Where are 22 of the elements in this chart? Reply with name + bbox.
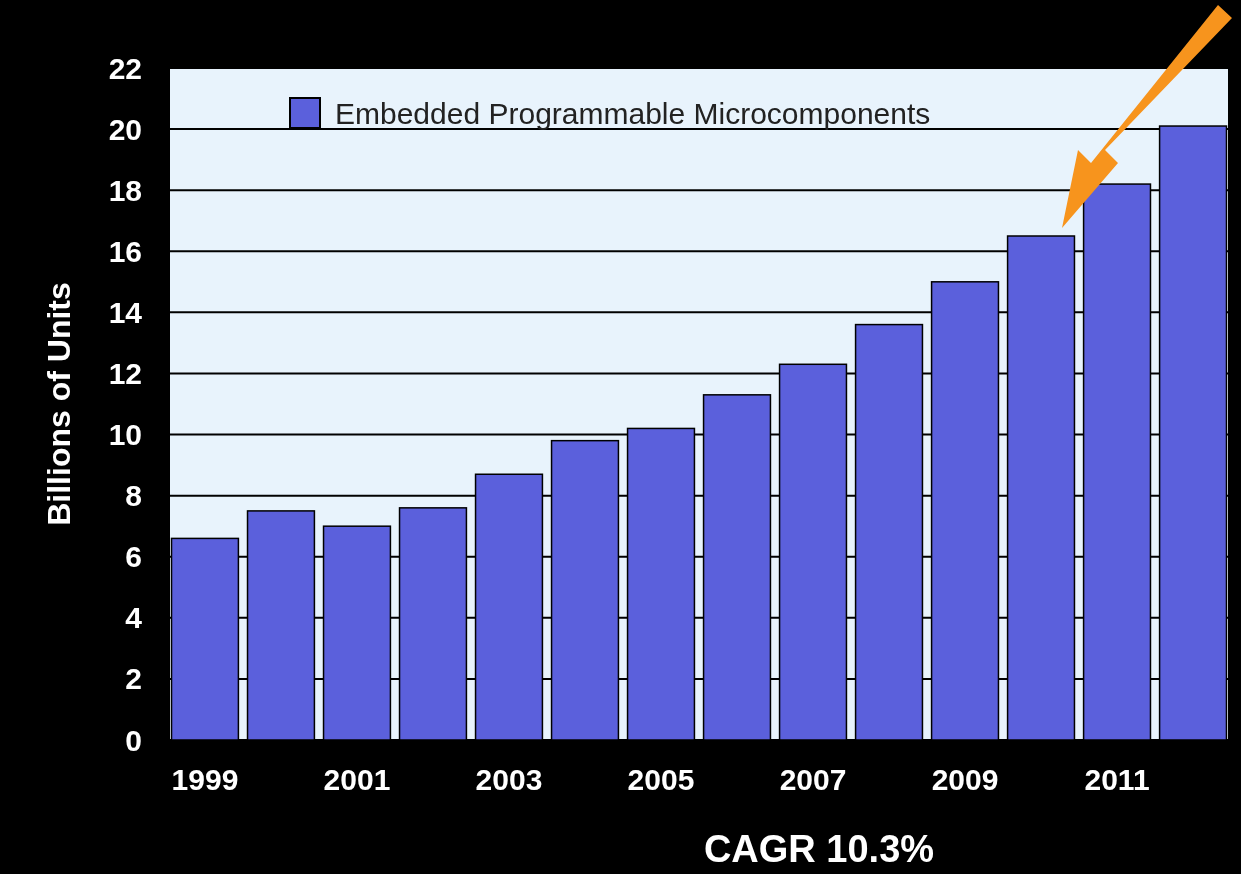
y-tick-label: 18 — [108, 173, 142, 207]
y-tick-label: 14 — [108, 295, 143, 329]
x-axis-title: CAGR 10.3% — [703, 828, 935, 870]
x-tick-label: 2011 — [1084, 763, 1150, 796]
y-tick-label: 6 — [125, 540, 142, 574]
y-tick-label: 16 — [108, 234, 142, 268]
y-tick-label: 12 — [108, 356, 142, 390]
x-tick-label: 2007 — [779, 763, 847, 796]
legend-label: Embedded Programmable Microcomponents — [335, 96, 931, 130]
y-tick-label: 20 — [108, 112, 142, 146]
x-tick-label: 2003 — [475, 763, 543, 796]
x-tick-label: 2001 — [323, 763, 391, 796]
y-tick-label: 8 — [125, 479, 142, 513]
x-tick-label: 2005 — [627, 763, 695, 796]
y-axis-title: Billions of Units — [41, 282, 77, 526]
y-tick-label: 10 — [108, 418, 142, 452]
x-tick-label: 1999 — [171, 763, 239, 796]
y-tick-label: 22 — [108, 51, 142, 85]
y-tick-label: 0 — [125, 723, 142, 757]
x-tick-label: 2009 — [931, 763, 999, 796]
y-tick-label: 2 — [125, 662, 142, 696]
y-tick-label: 4 — [125, 601, 143, 635]
